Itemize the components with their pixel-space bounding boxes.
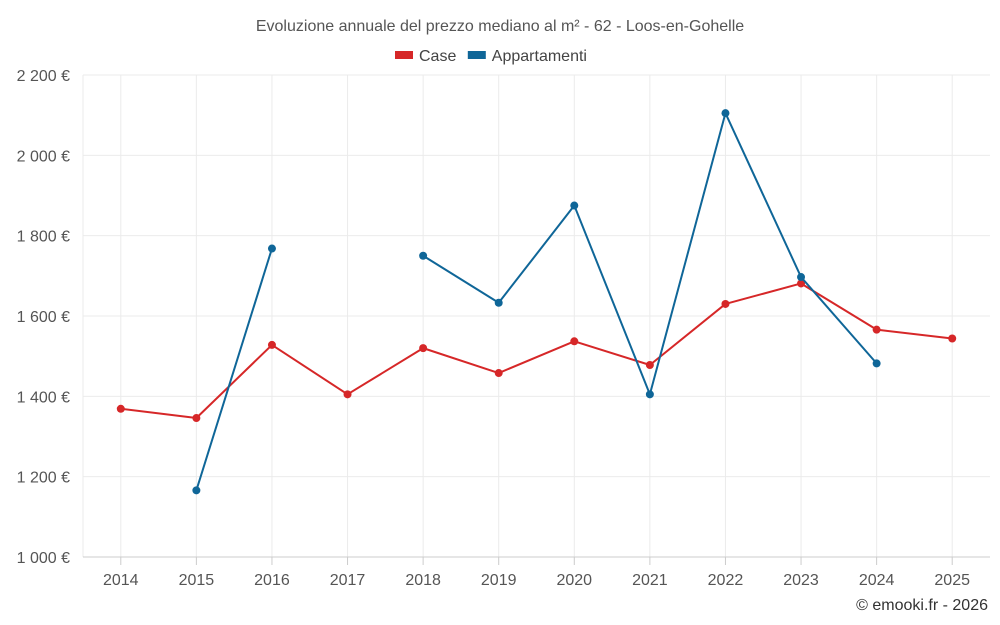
x-tick-label: 2024 xyxy=(859,572,895,589)
series-group xyxy=(116,109,957,495)
data-point-case xyxy=(192,414,201,423)
legend-swatch-appartamenti xyxy=(467,51,486,59)
data-point-case xyxy=(872,325,881,334)
x-tick-label: 2017 xyxy=(330,572,366,589)
series-line-appartamenti xyxy=(195,248,273,491)
data-point-appartamenti xyxy=(570,201,579,210)
data-point-case xyxy=(419,344,428,353)
series-case xyxy=(116,279,957,423)
x-tick-label: 2014 xyxy=(103,572,139,589)
data-point-case xyxy=(570,337,579,346)
data-point-appartamenti xyxy=(645,390,654,399)
x-tick-label: 2015 xyxy=(179,572,215,589)
x-axis: 2014 2015 2016 2017 2018 2019 2020 2021 2022 2023… xyxy=(103,557,970,589)
y-tick-label: 1 000 € xyxy=(17,550,70,567)
x-tick-label: 2025 xyxy=(934,572,970,589)
legend-label-case: Case xyxy=(419,48,456,65)
x-tick-label: 2020 xyxy=(556,572,592,589)
data-point-appartamenti xyxy=(721,109,730,118)
chart-title: Evoluzione annuale del prezzo mediano al… xyxy=(256,18,744,35)
y-tick-label: 2 200 € xyxy=(17,68,70,85)
data-point-appartamenti xyxy=(797,273,806,282)
y-axis: 1 000 € 1 200 € 1 400 € 1 600 € 1 800 € 2 000… xyxy=(17,68,70,567)
grid xyxy=(82,74,990,558)
x-tick-label: 2019 xyxy=(481,572,517,589)
data-point-appartamenti xyxy=(192,486,201,495)
data-point-case xyxy=(116,404,125,413)
credit-text: © emooki.fr - 2026 xyxy=(856,597,988,614)
data-point-case xyxy=(721,299,730,308)
y-tick-label: 1 200 € xyxy=(17,470,70,487)
x-tick-label: 2016 xyxy=(254,572,290,589)
y-tick-label: 1 600 € xyxy=(17,309,70,326)
data-point-case xyxy=(797,279,806,288)
legend-label-appartamenti: Appartamenti xyxy=(492,48,587,65)
data-point-case xyxy=(267,340,276,349)
x-tick-label: 2021 xyxy=(632,572,668,589)
x-tick-label: 2022 xyxy=(708,572,744,589)
data-point-appartamenti xyxy=(267,244,276,253)
x-tick-label: 2023 xyxy=(783,572,819,589)
data-point-appartamenti xyxy=(494,298,503,307)
data-point-case xyxy=(948,334,957,343)
y-tick-label: 1 400 € xyxy=(17,389,70,406)
x-tick-label: 2018 xyxy=(405,572,441,589)
y-tick-label: 2 000 € xyxy=(17,148,70,165)
data-point-case xyxy=(645,361,654,370)
data-point-case xyxy=(494,369,503,378)
data-point-appartamenti xyxy=(419,251,428,260)
legend-swatch-case xyxy=(395,51,413,59)
data-point-appartamenti xyxy=(872,359,881,368)
data-point-case xyxy=(343,390,352,399)
y-tick-label: 1 800 € xyxy=(17,229,70,246)
legend: Case Appartamenti xyxy=(395,48,587,65)
series-line-case xyxy=(120,282,953,420)
series-appartamenti xyxy=(192,109,881,495)
